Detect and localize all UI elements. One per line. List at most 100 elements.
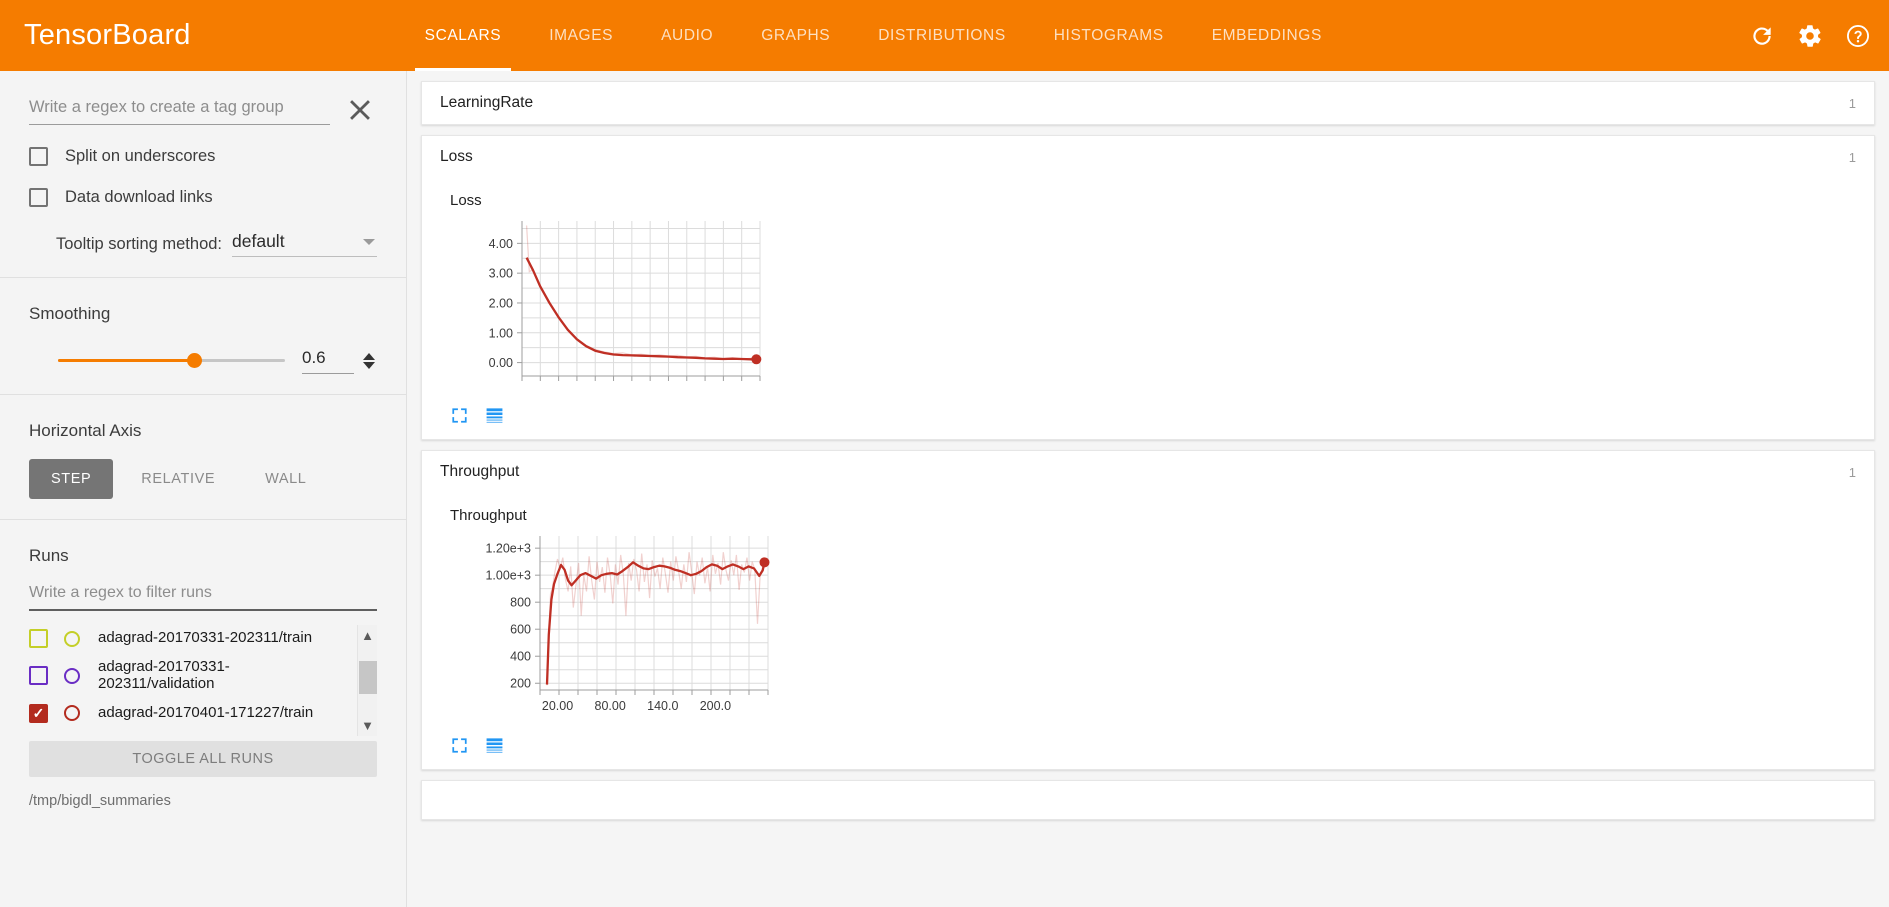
panel-count-learningrate: 1: [1848, 95, 1856, 111]
smoothing-slider[interactable]: [58, 352, 285, 370]
panel-count-loss: 1: [1848, 149, 1856, 165]
run-color-swatch-0: [64, 630, 80, 647]
runs-filter-input[interactable]: [29, 580, 377, 611]
chart-actions-loss: [450, 406, 1874, 425]
chart-title-loss: Loss: [450, 192, 482, 209]
panel-title-throughput: Throughput: [440, 463, 520, 480]
chevron-down-icon[interactable]: ▼: [361, 718, 374, 733]
run-item-1[interactable]: adagrad-20170331-202311/validation: [29, 658, 347, 693]
svg-text:4.00: 4.00: [489, 237, 513, 251]
tag-group-section: Split on underscores Data download links…: [0, 77, 406, 257]
tab-graphs-label: GRAPHS: [761, 26, 831, 44]
refresh-icon[interactable]: [1749, 23, 1775, 49]
main-content: LearningRate 1 Loss 1 Loss 4.00 3.00 2.00 1…: [407, 71, 1889, 907]
svg-text:200: 200: [510, 677, 531, 691]
data-download-links-checkbox[interactable]: [29, 188, 48, 207]
run-checkbox-2[interactable]: ✓: [29, 703, 48, 723]
top-bar-icons: [1749, 23, 1871, 49]
tab-scalars-label: SCALARS: [424, 26, 502, 44]
panel-learningrate: LearningRate 1: [421, 81, 1875, 125]
check-icon: ✓: [32, 705, 45, 722]
main-nav-tabs: SCALARS IMAGES AUDIO GRAPHS DISTRIBUTION…: [401, 0, 1346, 71]
expand-icon[interactable]: [450, 736, 469, 755]
tab-images[interactable]: IMAGES: [525, 0, 637, 71]
logdir-path: /tmp/bigdl_summaries: [29, 793, 171, 809]
horizontal-axis-section: Horizontal Axis STEP RELATIVE WALL: [0, 421, 406, 499]
panel-title-loss: Loss: [440, 148, 473, 165]
smoothing-value-input[interactable]: 0.6: [302, 348, 354, 374]
panel-header-learningrate[interactable]: LearningRate 1: [422, 82, 1874, 124]
run-checkbox-1[interactable]: [29, 666, 48, 686]
chart-actions-throughput: [450, 736, 1874, 755]
tag-regex-input[interactable]: [29, 94, 330, 125]
data-table-icon[interactable]: [485, 406, 504, 425]
svg-text:1.00e+3: 1.00e+3: [485, 569, 531, 583]
axis-option-relative[interactable]: RELATIVE: [141, 471, 216, 487]
runs-section: Runs adagrad-20170331-202311/train adagr…: [0, 546, 406, 809]
tooltip-sorting-label: Tooltip sorting method:: [56, 235, 223, 253]
run-item-0[interactable]: adagrad-20170331-202311/train: [29, 625, 347, 652]
axis-option-wall[interactable]: WALL: [265, 471, 307, 487]
scrollbar-thumb[interactable]: [359, 661, 377, 694]
tooltip-sorting-select[interactable]: default: [232, 231, 377, 257]
svg-text:600: 600: [510, 623, 531, 637]
runs-list-wrapper: adagrad-20170331-202311/train adagrad-20…: [29, 625, 377, 736]
run-label-1: adagrad-20170331-202311/validation: [98, 658, 230, 692]
svg-text:140.0: 140.0: [647, 699, 678, 713]
smoothing-heading: Smoothing: [29, 304, 111, 323]
divider-2: [0, 394, 406, 395]
slider-knob[interactable]: [187, 353, 203, 368]
split-on-underscores-row[interactable]: Split on underscores: [29, 147, 377, 166]
smoothing-stepper[interactable]: [360, 348, 377, 374]
panel-header-loss[interactable]: Loss 1: [422, 136, 1874, 178]
split-on-underscores-label: Split on underscores: [65, 147, 216, 165]
split-on-underscores-checkbox[interactable]: [29, 147, 48, 166]
run-color-swatch-2: [64, 705, 80, 722]
svg-text:80.00: 80.00: [595, 699, 626, 713]
panel-next: [421, 780, 1875, 820]
tab-scalars[interactable]: SCALARS: [401, 0, 526, 71]
toggle-all-runs-button[interactable]: TOGGLE ALL RUNS: [29, 741, 377, 777]
runs-list: adagrad-20170331-202311/train adagrad-20…: [29, 625, 377, 736]
stepper-down-icon[interactable]: [362, 362, 375, 369]
divider-1: [0, 277, 406, 278]
data-download-links-row[interactable]: Data download links: [29, 188, 377, 207]
tab-histograms-label: HISTOGRAMS: [1053, 26, 1164, 44]
panel-count-throughput: 1: [1848, 464, 1856, 480]
app-brand: TensorBoard: [24, 19, 191, 51]
svg-text:0.00: 0.00: [489, 356, 513, 370]
top-app-bar: TensorBoard SCALARS IMAGES AUDIO GRAPHS …: [0, 0, 1889, 71]
svg-text:20.00: 20.00: [542, 699, 573, 713]
run-checkbox-0[interactable]: [29, 629, 48, 648]
tab-audio-label: AUDIO: [661, 26, 714, 44]
stepper-up-icon[interactable]: [362, 353, 375, 360]
tab-graphs[interactable]: GRAPHS: [737, 0, 854, 71]
panel-loss: Loss 1 Loss 4.00 3.00 2.00 1.00 0.00: [421, 135, 1875, 440]
gear-icon[interactable]: [1797, 23, 1823, 49]
axis-option-step[interactable]: STEP: [29, 459, 114, 499]
runs-scrollbar[interactable]: ▲ ▼: [357, 625, 377, 736]
tab-distributions-label: DISTRIBUTIONS: [878, 26, 1006, 44]
smoothing-row: 0.6: [29, 348, 377, 374]
chart-throughput[interactable]: 1.20e+3 1.00e+3 800 600 400 200 20.00 80.00 140.…: [450, 528, 790, 728]
data-download-links-label: Data download links: [65, 188, 213, 206]
horizontal-axis-heading: Horizontal Axis: [29, 421, 142, 440]
chart-title-throughput: Throughput: [450, 507, 527, 524]
runs-heading: Runs: [29, 546, 69, 565]
svg-text:3.00: 3.00: [489, 267, 513, 281]
run-label-0: adagrad-20170331-202311/train: [98, 629, 313, 647]
chart-loss[interactable]: 4.00 3.00 2.00 1.00 0.00: [450, 213, 790, 398]
help-icon[interactable]: [1845, 23, 1871, 49]
panel-header-throughput[interactable]: Throughput 1: [422, 451, 1874, 493]
tab-distributions[interactable]: DISTRIBUTIONS: [854, 0, 1030, 71]
run-item-2[interactable]: ✓ adagrad-20170401-171227/train: [29, 700, 347, 727]
smoothing-section: Smoothing 0.6: [0, 304, 406, 374]
tab-embeddings[interactable]: EMBEDDINGS: [1188, 0, 1346, 71]
data-table-icon[interactable]: [485, 736, 504, 755]
tab-audio[interactable]: AUDIO: [637, 0, 737, 71]
svg-text:1.20e+3: 1.20e+3: [485, 542, 531, 556]
chevron-up-icon[interactable]: ▲: [361, 628, 374, 643]
close-icon[interactable]: [343, 93, 377, 127]
tab-histograms[interactable]: HISTOGRAMS: [1030, 0, 1188, 71]
expand-icon[interactable]: [450, 406, 469, 425]
